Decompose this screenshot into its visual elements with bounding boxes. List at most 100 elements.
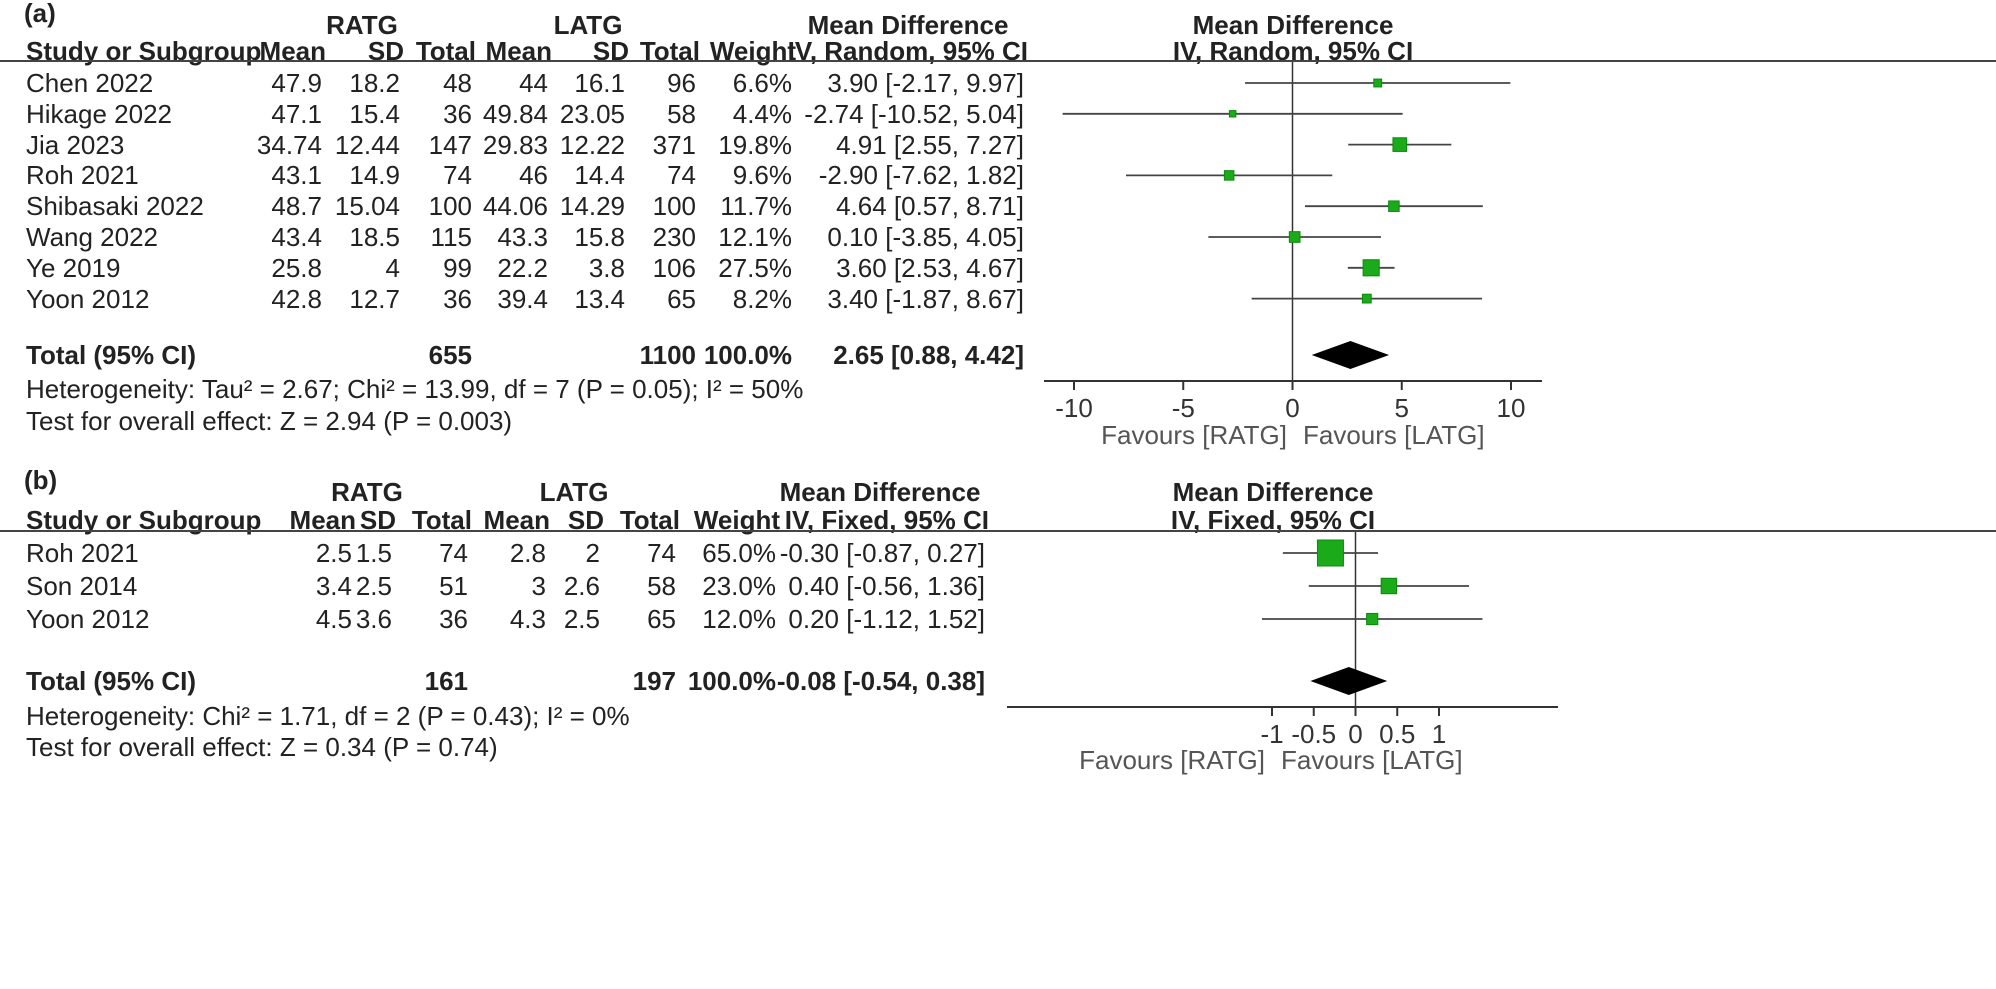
- study-point: [1288, 231, 1301, 243]
- pooled-diamond: [1311, 341, 1390, 369]
- group-header-latg: LATG: [539, 477, 609, 507]
- table-cell: 2.6: [563, 571, 600, 601]
- study-point: [1380, 577, 1398, 595]
- table-cell: 25.8: [271, 252, 322, 283]
- table-cell: 42.8: [271, 283, 322, 314]
- study-name: Wang 2022: [26, 222, 159, 252]
- table-cell: 74: [443, 160, 472, 191]
- favours-left-label: Favours [RATG]: [1101, 420, 1287, 450]
- x-tick-label: -0.5: [1291, 719, 1337, 749]
- study-point: [1223, 170, 1235, 181]
- table-cell: 16.1: [574, 68, 625, 98]
- table-cell: 14.9: [349, 160, 400, 191]
- table-cell: 43.4: [271, 222, 322, 252]
- table-cell: 6.6%: [732, 68, 792, 98]
- table-cell: 36: [443, 98, 472, 129]
- table-cell: 3: [531, 571, 546, 601]
- group-header-ratg: RATG: [326, 10, 398, 40]
- table-cell: 4.91 [2.55, 7.27]: [836, 129, 1024, 160]
- study-point: [1228, 110, 1237, 118]
- table-cell: 14.29: [559, 191, 625, 222]
- x-tick-label: -5: [1171, 393, 1195, 423]
- table-cell: 371: [652, 129, 696, 160]
- table-cell: 13.4: [574, 283, 625, 314]
- study-point: [1316, 539, 1344, 567]
- table-cell: 0.10 [-3.85, 4.05]: [827, 222, 1024, 252]
- table-cell: 18.2: [349, 68, 400, 98]
- table-cell: 49.84: [482, 98, 548, 129]
- table-cell: 18.5: [349, 222, 400, 252]
- study-point: [1388, 200, 1400, 212]
- table-cell: 48: [443, 68, 472, 98]
- total-label: Total (95% CI): [26, 666, 196, 696]
- x-tick-label: 1: [1431, 719, 1447, 749]
- table-cell: 15.8: [574, 222, 625, 252]
- total-label: Total (95% CI): [26, 340, 196, 370]
- table-cell: 4.64 [0.57, 8.71]: [836, 191, 1024, 222]
- total-weight: 100.0%: [687, 666, 776, 696]
- table-cell: 19.8%: [718, 129, 792, 160]
- study-name: Son 2014: [26, 571, 138, 601]
- table-cell: 65: [667, 283, 696, 314]
- pooled-diamond: [1310, 667, 1388, 695]
- table-cell: 43.3: [497, 222, 548, 252]
- table-cell: 12.0%: [702, 604, 776, 634]
- study-name: Yoon 2012: [26, 283, 150, 314]
- table-cell: 65.0%: [702, 538, 776, 568]
- study-name: Chen 2022: [26, 68, 154, 98]
- heterogeneity-text: Heterogeneity: Tau² = 2.67; Chi² = 13.99…: [26, 374, 804, 404]
- x-tick-label: 10: [1496, 393, 1526, 423]
- x-tick-label: 0: [1285, 393, 1300, 423]
- table-cell: 106: [652, 252, 696, 283]
- table-cell: 15.4: [349, 98, 400, 129]
- overall-effect-text: Test for overall effect: Z = 2.94 (P = 0…: [26, 406, 513, 436]
- favours-left-label: Favours [RATG]: [1079, 745, 1265, 775]
- favours-right-label: Favours [LATG]: [1303, 420, 1485, 450]
- table-cell: 12.44: [334, 129, 400, 160]
- table-cell: 4: [385, 252, 400, 283]
- x-tick-label: 0.5: [1379, 719, 1416, 749]
- table-cell: 34.74: [256, 129, 322, 160]
- table-cell: 47.1: [271, 98, 322, 129]
- study-name: Shibasaki 2022: [26, 191, 204, 222]
- table-cell: 3.6: [355, 604, 392, 634]
- total-n-ratg: 655: [428, 340, 472, 370]
- overall-effect-text: Test for overall effect: Z = 0.34 (P = 0…: [26, 732, 498, 762]
- table-cell: 74: [647, 538, 676, 568]
- table-cell: 27.5%: [718, 252, 792, 283]
- table-cell: 147: [428, 129, 472, 160]
- study-name: Hikage 2022: [26, 98, 172, 129]
- study-point: [1392, 137, 1408, 152]
- table-cell: 23.0%: [702, 571, 776, 601]
- table-cell: 44: [519, 68, 548, 98]
- total-n-latg: 197: [632, 666, 676, 696]
- table-cell: 99: [443, 252, 472, 283]
- table-cell: 3.40 [-1.87, 8.67]: [827, 283, 1024, 314]
- table-cell: 3.8: [588, 252, 625, 283]
- table-cell: 9.6%: [732, 160, 792, 191]
- table-cell: 115: [430, 222, 472, 252]
- table-cell: 0.40 [-0.56, 1.36]: [788, 571, 985, 601]
- md-header: Mean Difference: [779, 477, 981, 507]
- table-cell: 100: [652, 191, 696, 222]
- md-header: Mean Difference: [807, 10, 1009, 40]
- table-cell: -2.74 [-10.52, 5.04]: [804, 98, 1024, 129]
- table-cell: 8.2%: [732, 283, 792, 314]
- table-cell: 2.8: [509, 538, 546, 568]
- group-header-latg: LATG: [553, 10, 623, 40]
- panel-label: (b): [24, 465, 58, 495]
- group-header-ratg: RATG: [331, 477, 403, 507]
- table-cell: 12.1%: [718, 222, 792, 252]
- table-cell: 29.83: [482, 129, 548, 160]
- table-cell: 2: [585, 538, 600, 568]
- table-cell: 11.7%: [720, 191, 792, 222]
- table-cell: 2.5: [355, 571, 392, 601]
- total-n-latg: 1100: [639, 340, 696, 370]
- header-divider: [0, 60, 1996, 62]
- table-cell: 3.90 [-2.17, 9.97]: [827, 68, 1024, 98]
- table-cell: 74: [439, 538, 468, 568]
- study-point: [1361, 293, 1372, 304]
- table-cell: 12.7: [349, 283, 400, 314]
- table-cell: 2.5: [315, 538, 352, 568]
